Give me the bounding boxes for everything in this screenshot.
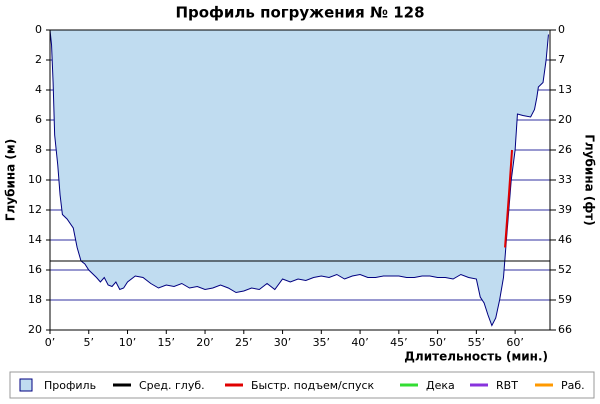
legend-label: Раб. (561, 379, 585, 392)
legend-swatch (19, 378, 33, 392)
x-tick-label: 40’ (351, 336, 369, 349)
y2-tick-label: 59 (558, 293, 572, 306)
y-tick-label: 6 (35, 113, 42, 126)
x-tick-label: 5’ (84, 336, 95, 349)
x-tick-label: 20’ (196, 336, 214, 349)
chart-title: Профиль погружения № 128 (175, 4, 424, 22)
y-tick-label: 2 (35, 53, 42, 66)
x-tick-label: 55’ (468, 336, 486, 349)
series-line (504, 149, 514, 248)
legend-label: Профиль (44, 379, 96, 392)
y-tick-label: 0 (35, 23, 42, 36)
profile-area (50, 30, 549, 326)
y2-tick-label: 13 (558, 83, 572, 96)
x-tick-label: 35’ (313, 336, 331, 349)
x-tick-label: 30’ (274, 336, 292, 349)
legend-box (9, 371, 595, 399)
x-tick-label: 60’ (506, 336, 524, 349)
y2-tick-label: 26 (558, 143, 572, 156)
x-tick-label: 0’ (45, 336, 56, 349)
y-tick-label: 18 (28, 293, 42, 306)
y2-tick-label: 46 (558, 233, 572, 246)
y2-tick-label: 20 (558, 113, 572, 126)
x-tick-label: 25’ (235, 336, 253, 349)
x-tick-label: 10’ (119, 336, 137, 349)
legend-label: RBT (496, 379, 518, 392)
y2-axis-label: Глубина (фт) (583, 134, 597, 225)
y2-tick-label: 7 (558, 53, 565, 66)
x-axis-label: Длительность (мин.) (404, 350, 548, 364)
y-tick-label: 12 (28, 203, 42, 216)
y-tick-label: 16 (28, 263, 42, 276)
y-tick-label: 10 (28, 173, 42, 186)
y2-tick-label: 33 (558, 173, 572, 186)
y-tick-label: 4 (35, 83, 42, 96)
profile-line (49, 29, 549, 327)
legend-label: Быстр. подъем/спуск (251, 379, 375, 392)
y-tick-label: 8 (35, 143, 42, 156)
y-axis-label: Глубина (м) (4, 139, 18, 221)
legend-label: Дека (426, 379, 455, 392)
y2-tick-label: 52 (558, 263, 572, 276)
y2-tick-label: 66 (558, 323, 572, 336)
x-tick-label: 50’ (429, 336, 447, 349)
y-tick-label: 14 (28, 233, 42, 246)
y2-tick-label: 39 (558, 203, 572, 216)
x-tick-label: 15’ (158, 336, 176, 349)
y2-tick-label: 0 (558, 23, 565, 36)
x-tick-label: 45’ (390, 336, 408, 349)
y-tick-label: 20 (28, 323, 42, 336)
legend-label: Сред. глуб. (139, 379, 205, 392)
